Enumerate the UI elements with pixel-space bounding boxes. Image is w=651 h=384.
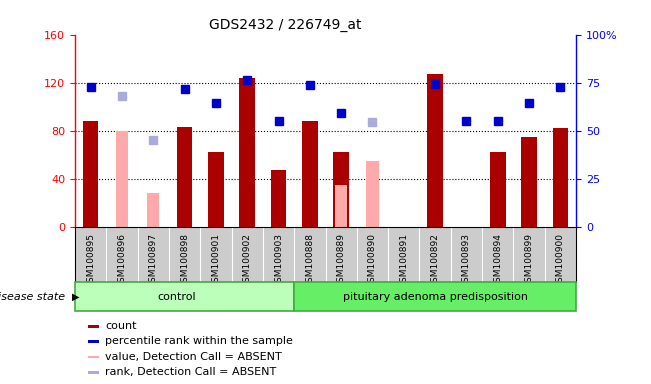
Bar — [490, 152, 506, 227]
Text: disease state: disease state — [0, 291, 68, 302]
Text: control: control — [158, 291, 196, 302]
Bar — [176, 127, 192, 227]
Bar — [367, 161, 379, 227]
Title: GDS2432 / 226749_at: GDS2432 / 226749_at — [209, 18, 362, 32]
Text: percentile rank within the sample: percentile rank within the sample — [105, 336, 293, 346]
Bar — [521, 137, 537, 227]
Bar — [88, 356, 99, 358]
Bar — [271, 170, 286, 227]
Text: rank, Detection Call = ABSENT: rank, Detection Call = ABSENT — [105, 367, 276, 377]
Text: value, Detection Call = ABSENT: value, Detection Call = ABSENT — [105, 352, 282, 362]
Bar — [427, 74, 443, 227]
Text: count: count — [105, 321, 137, 331]
Bar — [553, 128, 568, 227]
Text: ▶: ▶ — [72, 291, 79, 302]
Bar — [333, 152, 349, 227]
Bar — [88, 371, 99, 374]
Bar — [75, 282, 294, 311]
Bar — [335, 185, 348, 227]
Bar — [88, 325, 99, 328]
Bar — [88, 340, 99, 343]
Bar — [116, 131, 128, 227]
Bar — [240, 78, 255, 227]
Bar — [302, 121, 318, 227]
Bar — [294, 282, 576, 311]
Bar — [83, 121, 98, 227]
Bar — [208, 152, 224, 227]
Bar — [147, 193, 159, 227]
Text: pituitary adenoma predisposition: pituitary adenoma predisposition — [342, 291, 528, 302]
